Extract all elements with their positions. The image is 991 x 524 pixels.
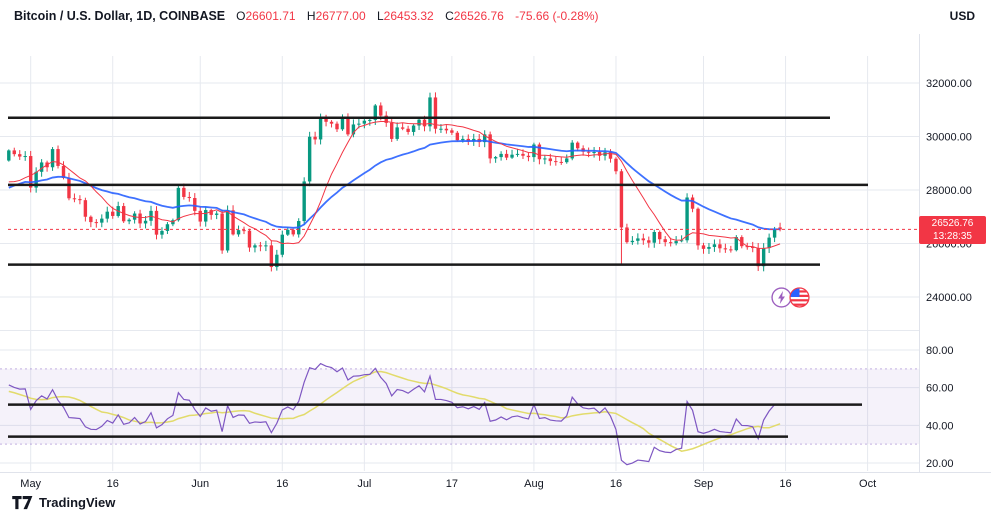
svg-text:May: May bbox=[20, 478, 41, 490]
close-label: C bbox=[445, 9, 454, 23]
us-flag-event-icon[interactable] bbox=[789, 287, 810, 308]
tradingview-brand[interactable]: TradingView bbox=[39, 495, 116, 510]
axis-labels-layer[interactable]: May 16 Jun 16 Jul 17 Aug 16 Sep 16 Oct 32000.00 3000… bbox=[20, 78, 972, 490]
ohlc-values: O26601.71 H26777.00 L26453.32 C26526.76 … bbox=[228, 9, 598, 23]
svg-text:28000.00: 28000.00 bbox=[926, 185, 972, 197]
svg-text:17: 17 bbox=[446, 478, 458, 490]
svg-text:16: 16 bbox=[610, 478, 622, 490]
svg-text:30000.00: 30000.00 bbox=[926, 132, 972, 144]
svg-text:Jun: Jun bbox=[191, 478, 209, 490]
open-label: O bbox=[236, 9, 246, 23]
chart-header: Bitcoin / U.S. Dollar, 1D, COINBASE O266… bbox=[14, 9, 599, 23]
svg-text:Oct: Oct bbox=[859, 478, 876, 490]
svg-text:80.00: 80.00 bbox=[926, 345, 954, 357]
symbol-title[interactable]: Bitcoin / U.S. Dollar, 1D, COINBASE bbox=[14, 9, 226, 23]
currency-button[interactable]: USD bbox=[949, 9, 975, 23]
current-price-axis-label: 26526.76 13:28:35 bbox=[919, 216, 986, 244]
high-value: 26777.00 bbox=[315, 9, 366, 23]
svg-text:32000.00: 32000.00 bbox=[926, 78, 972, 90]
svg-text:24000.00: 24000.00 bbox=[926, 292, 972, 304]
high-label: H bbox=[306, 9, 316, 23]
low-label: L bbox=[376, 9, 384, 23]
rsi-band bbox=[0, 368, 919, 445]
svg-text:60.00: 60.00 bbox=[926, 383, 954, 395]
footer: TradingView bbox=[12, 495, 115, 510]
open-value: 26601.71 bbox=[245, 9, 296, 23]
trendlines-layer[interactable] bbox=[8, 116, 919, 438]
svg-text:20.00: 20.00 bbox=[926, 458, 954, 470]
svg-text:Aug: Aug bbox=[524, 478, 544, 490]
svg-text:Jul: Jul bbox=[357, 478, 371, 490]
svg-text:16: 16 bbox=[107, 478, 119, 490]
change-value: -75.66 (-0.28%) bbox=[515, 9, 599, 23]
svg-text:40.00: 40.00 bbox=[926, 420, 954, 432]
current-price-value: 26526.76 bbox=[931, 218, 974, 229]
low-value: 26453.32 bbox=[383, 9, 434, 23]
bar-close-countdown: 13:28:35 bbox=[933, 231, 972, 242]
series-layer[interactable] bbox=[7, 92, 782, 466]
close-value: 26526.76 bbox=[453, 9, 504, 23]
tradingview-logo-icon[interactable] bbox=[12, 495, 33, 510]
svg-text:16: 16 bbox=[779, 478, 791, 490]
svg-text:Sep: Sep bbox=[694, 478, 714, 490]
svg-text:16: 16 bbox=[276, 478, 288, 490]
